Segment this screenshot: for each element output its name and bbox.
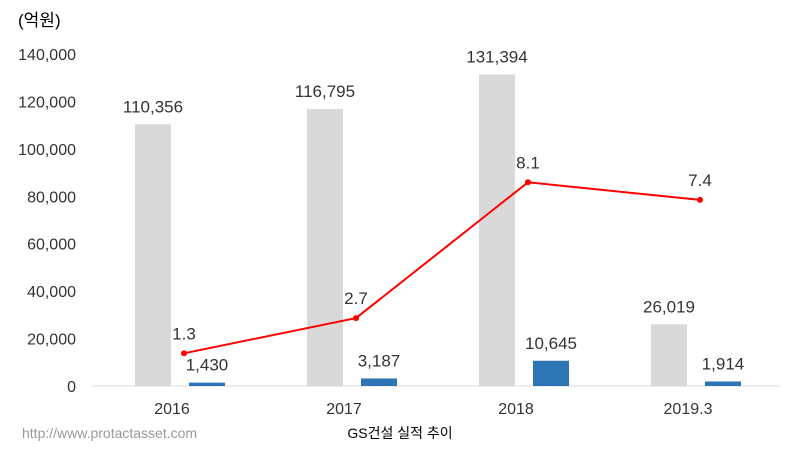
x-tick-label: 2016	[154, 401, 190, 418]
bar-gray	[651, 324, 687, 386]
line-value-label: 8.1	[516, 153, 540, 172]
y-tick-label: 140,000	[18, 47, 76, 64]
x-tick-label: 2017	[326, 401, 362, 418]
bar-gray	[135, 124, 171, 386]
source-url-text: http://www.protactasset.com	[22, 425, 197, 441]
bar-blue	[361, 378, 397, 386]
bar-gray	[307, 109, 343, 387]
bar-value-label: 1,430	[186, 356, 229, 375]
bar-value-label: 1,914	[702, 354, 745, 373]
line-point	[181, 350, 187, 357]
x-tick-label: 2018	[498, 401, 534, 418]
y-tick-label: 120,000	[18, 94, 76, 111]
line-point	[697, 196, 703, 203]
bar-gray	[479, 74, 515, 387]
line-value-label: 7.4	[688, 171, 712, 190]
bar-value-label: 131,394	[466, 47, 527, 66]
line-value-label: 2.7	[344, 289, 368, 308]
bar-value-label: 26,019	[643, 297, 695, 316]
bar-value-label: 10,645	[525, 334, 577, 353]
y-tick-label: 100,000	[18, 142, 76, 159]
bar-blue	[189, 382, 225, 386]
x-tick-label: 2019.3	[664, 401, 713, 418]
bar-value-label: 3,187	[358, 351, 401, 370]
y-tick-label: 80,000	[27, 189, 76, 206]
bar-value-label: 110,356	[123, 97, 183, 116]
y-tick-label: 0	[67, 379, 76, 396]
line-point	[525, 179, 531, 186]
y-axis-unit-label: (억원)	[18, 11, 61, 30]
line-series-path	[183, 181, 701, 355]
y-tick-label: 60,000	[27, 237, 76, 254]
line-point	[353, 315, 359, 322]
bar-blue	[533, 360, 569, 386]
bar-value-label: 116,795	[295, 82, 355, 101]
y-tick-label: 20,000	[27, 332, 76, 349]
y-tick-label: 40,000	[27, 284, 76, 301]
chart-caption: GS건설 실적 추이	[347, 425, 452, 441]
bar-blue	[705, 381, 741, 386]
line-value-label: 1.3	[172, 324, 196, 343]
